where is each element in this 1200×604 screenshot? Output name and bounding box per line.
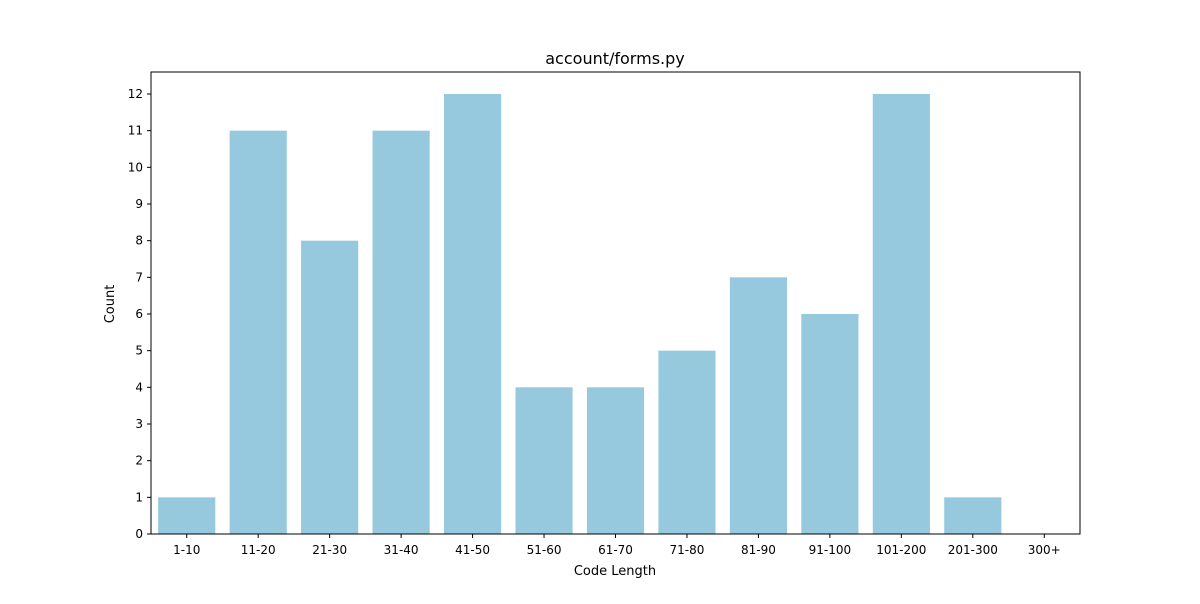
bar-101-200 xyxy=(872,94,930,534)
x-tick-label: 201-300 xyxy=(948,543,998,557)
x-tick-label: 31-40 xyxy=(384,543,419,557)
bar-201-300 xyxy=(944,497,1002,534)
bar-41-50 xyxy=(443,94,502,534)
x-tick-label: 1-10 xyxy=(173,543,200,557)
x-tick-label: 51-60 xyxy=(527,543,562,557)
x-axis-ticks: 1-10 11-20 21-30 31-40 41-50 51-60 61-70 71-80 8… xyxy=(173,534,1061,557)
y-tick-label: 0 xyxy=(135,527,143,541)
y-tick-label: 3 xyxy=(135,417,143,431)
y-tick-label: 4 xyxy=(135,380,143,394)
y-tick-label: 5 xyxy=(135,344,143,358)
bar-61-70 xyxy=(586,387,645,534)
chart-title: account/forms.py xyxy=(545,49,684,68)
x-tick-label: 71-80 xyxy=(670,543,705,557)
x-tick-label: 61-70 xyxy=(598,543,633,557)
y-tick-label: 10 xyxy=(128,160,143,174)
bar-91-100 xyxy=(801,314,859,534)
bar-1-10 xyxy=(158,497,216,534)
x-tick-label: 81-90 xyxy=(741,543,776,557)
bar-31-40 xyxy=(372,130,430,534)
y-tick-label: 8 xyxy=(135,234,143,248)
bar-21-30 xyxy=(301,240,359,534)
plot-frame xyxy=(150,71,1081,535)
y-tick-label: 9 xyxy=(135,197,143,211)
bars-group xyxy=(158,94,1002,534)
y-tick-label: 2 xyxy=(135,454,143,468)
y-tick-label: 11 xyxy=(128,124,143,138)
x-tick-label: 91-100 xyxy=(809,543,852,557)
bar-11-20 xyxy=(229,130,287,534)
y-tick-label: 6 xyxy=(135,307,143,321)
y-tick-label: 7 xyxy=(135,270,143,284)
bar-71-80 xyxy=(658,350,716,534)
y-tick-label: 1 xyxy=(135,490,143,504)
x-tick-label: 41-50 xyxy=(455,543,490,557)
x-tick-label: 21-30 xyxy=(312,543,347,557)
x-tick-label: 300+ xyxy=(1028,543,1061,557)
bar-51-60 xyxy=(515,387,573,534)
x-axis-label: Code Length xyxy=(574,564,656,579)
y-axis-label: Count xyxy=(103,285,118,324)
bar-81-90 xyxy=(729,277,788,534)
x-tick-label: 11-20 xyxy=(241,543,276,557)
x-tick-label: 101-200 xyxy=(876,543,926,557)
y-tick-label: 12 xyxy=(128,87,143,101)
